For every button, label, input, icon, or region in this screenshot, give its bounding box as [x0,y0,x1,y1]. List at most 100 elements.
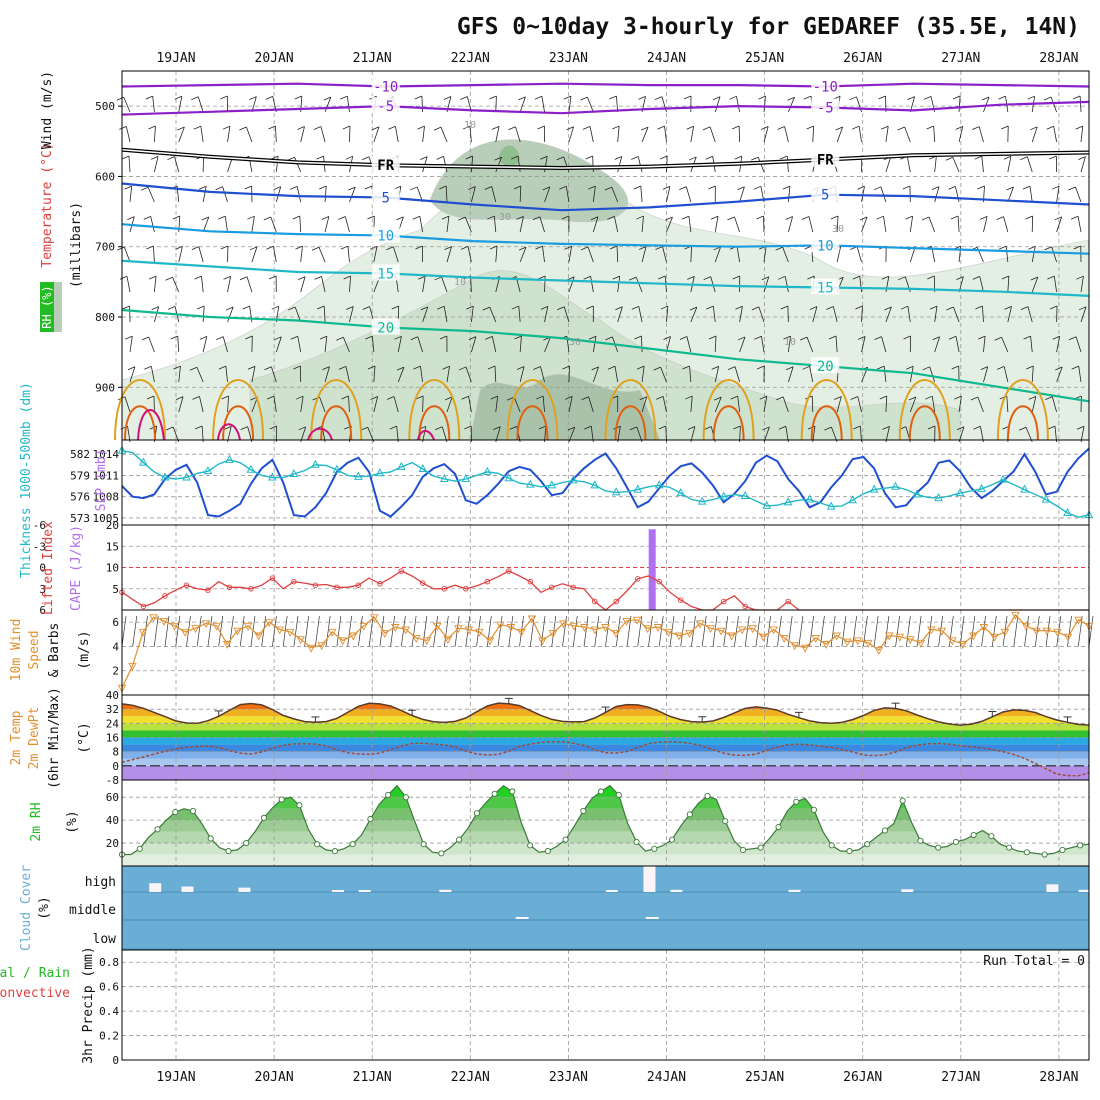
wind-barb-feather [683,95,692,100]
wind-barb-feather [906,365,914,370]
wind-barb-feather [247,365,256,370]
wind-barb-feather [557,306,565,311]
rh-band [122,797,1089,809]
wind-barb-10m [637,616,643,647]
date-label-bottom: 28JAN [1039,1070,1078,1085]
wind-barb [1053,276,1058,293]
wind-barb [739,336,746,353]
rh-marker [438,850,445,857]
high-cloud-bar [901,889,914,892]
wind-barb [465,217,472,233]
date-label-bottom: 26JAN [843,1070,882,1085]
wind-barb-feather [343,275,351,280]
ylabel-min-max: (6hr Min/Max) [47,687,62,789]
isotherm-label-bg [371,97,400,114]
wind-speed-marker [327,628,337,637]
wind-barb-feather [689,156,697,161]
temperature-tick-label: 40 [106,689,119,702]
wind-barb-feather [215,186,223,191]
wind-barb-10m [358,616,363,647]
slp-line [121,447,1090,518]
wind-barb-feather [249,246,258,251]
wind-barb [1051,246,1057,263]
thickness-marker [783,497,793,506]
wind-barb-feather [948,186,956,190]
wind-barb-feather [705,155,713,160]
wind-barb-feather [679,336,688,340]
wind-barb [491,336,497,353]
wind-barb [344,216,350,233]
wind-barb-10m [250,616,256,647]
wind-barb-feather [410,336,418,341]
rh-band [122,820,1089,832]
wind-barb [446,396,453,413]
wind-barb [294,306,302,323]
wind-barb-feather [226,306,234,311]
wind-speed-marker [222,641,232,649]
wind-barb [983,366,989,383]
wind-barb-feather [263,216,271,221]
wind-barb [200,126,204,143]
wind-barb-feather [687,276,695,280]
wind-barb-feather [952,95,961,100]
wind-barb-10m [422,616,428,647]
wind-barb [812,426,816,443]
wind-barb [202,306,205,323]
wind-barb [227,276,231,293]
rh-marker [952,838,959,845]
wind-barb [568,396,573,413]
isotherm-label: -10 [373,79,398,95]
lifted-index-marker [269,575,276,581]
temperature-band [122,723,1089,731]
wind-barb-feather [239,126,247,131]
wind-barb [861,216,868,233]
wind-barb-feather [1078,306,1087,311]
wind-barb-feather [1028,245,1036,250]
wind-barb-feather [415,395,424,400]
wind-barb [638,306,643,323]
wind-barb-feather [465,155,473,160]
wind-barb-10m [830,616,836,647]
wind-barb [323,306,326,323]
temperature-tick-label: 8 [112,746,119,759]
thickness-marker [912,489,922,498]
temperature-tick-label: -8 [106,774,119,787]
wind-barb-feather [727,366,736,371]
wind-barb [324,216,330,233]
wind-barb [324,186,327,203]
lifted-index-marker [484,578,491,585]
lifted-index-marker [312,582,319,588]
wind-barb-feather [775,246,783,251]
wind-barb-10m [991,616,997,647]
lifted-index-marker [742,603,748,610]
wind-barb-feather [540,305,549,310]
temperature-band [122,730,1089,738]
wind-barb-feather [826,306,834,310]
isotherm-loop-25 [408,379,461,441]
wind-barb [544,426,547,443]
date-label-top: 19JAN [156,51,195,66]
wind-barb-feather [542,186,550,191]
wind-barb-feather [534,95,543,100]
wind-speed-line [121,613,1090,688]
wind-barb [300,276,306,293]
wind-barb [666,306,669,323]
wind-speed-marker [149,614,158,623]
wind-barb-feather [508,126,516,131]
wind-barb-feather [876,365,885,370]
rh-marker [473,810,480,817]
wind-barb [685,186,692,203]
rh-marker [562,836,569,843]
wind-speed-marker [737,626,747,635]
wind-barb [540,366,545,383]
wind-barb [763,215,765,233]
wind-barb [1007,306,1012,323]
cloud-level-label: low [93,932,117,947]
lifted-index-marker [183,582,190,588]
wind-barb-feather [778,425,786,430]
wind-barb-feather [1049,155,1057,160]
wind-barb-feather [611,125,620,130]
wind-barb-feather [945,156,954,161]
wind-barb [957,216,960,233]
wind-barb-feather [585,155,593,160]
